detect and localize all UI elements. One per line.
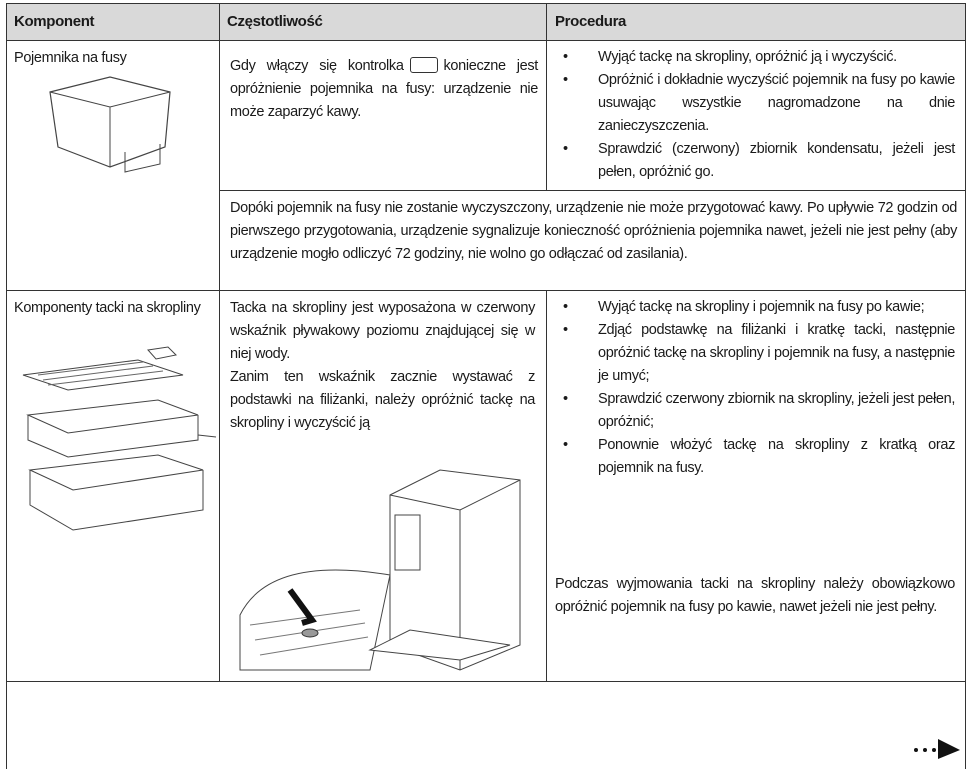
- border: [6, 290, 966, 291]
- procedure-item: Wyjąć tackę na skropliny, opróżnić ją i …: [555, 46, 955, 69]
- grounds-container-illustration: [49, 76, 171, 173]
- procedure-item: Sprawdzić czerwony zbiornik na skropliny…: [555, 388, 955, 434]
- procedure-item: Opróżnić i dokładnie wyczyścić pojemnik …: [555, 69, 955, 138]
- procedure-note: Podczas wyjmowania tacki na skropliny na…: [555, 576, 955, 615]
- frequency-text: Tacka na skropliny jest wyposażona w cze…: [230, 300, 535, 362]
- frequency-text: Zanim ten wskaźnik zacznie wystawać z po…: [230, 369, 535, 431]
- header-cell: Częstotliwość: [227, 13, 323, 30]
- procedure-item: Wyjąć tackę na skropliny i pojemnik na f…: [555, 296, 955, 319]
- coffee-machine-illustration: [239, 469, 521, 671]
- continue-arrow: [914, 739, 960, 759]
- border: [6, 3, 7, 769]
- procedure-item: Sprawdzić (czerwony) zbiornik kondensatu…: [555, 138, 955, 184]
- frequency-text: Gdy włączy się kontrolka konieczne jest o…: [230, 55, 538, 124]
- border: [6, 681, 966, 682]
- header-background: [6, 3, 966, 40]
- indicator-icon: [409, 57, 438, 73]
- procedure-item: Ponownie włożyć tackę na skropliny z kra…: [555, 434, 955, 480]
- border: [219, 3, 220, 681]
- procedure-item: Zdjąć podstawkę na filiżanki i kratkę ta…: [555, 319, 955, 388]
- border: [6, 40, 966, 41]
- component-name: Komponenty tacki na skropliny: [14, 300, 201, 316]
- frequency-text: konieczne jest opróżnienie pojemnika na …: [230, 58, 538, 120]
- border: [6, 3, 966, 4]
- border: [219, 190, 966, 191]
- header-cell: Komponent: [14, 13, 95, 30]
- procedure-list: Wyjąć tackę na skropliny i pojemnik na f…: [555, 296, 955, 480]
- frequency-text: Gdy włączy się kontrolka: [230, 58, 404, 74]
- procedure-list: Wyjąć tackę na skropliny, opróżnić ją i …: [555, 46, 955, 184]
- note-text: Dopóki pojemnik na fusy nie zostanie wyc…: [230, 200, 957, 262]
- border: [546, 3, 547, 190]
- drip-tray-illustration: [22, 346, 217, 531]
- header-cell: Procedura: [555, 13, 627, 30]
- component-name: Pojemnika na fusy: [14, 50, 127, 66]
- border: [546, 290, 547, 681]
- border: [965, 3, 966, 769]
